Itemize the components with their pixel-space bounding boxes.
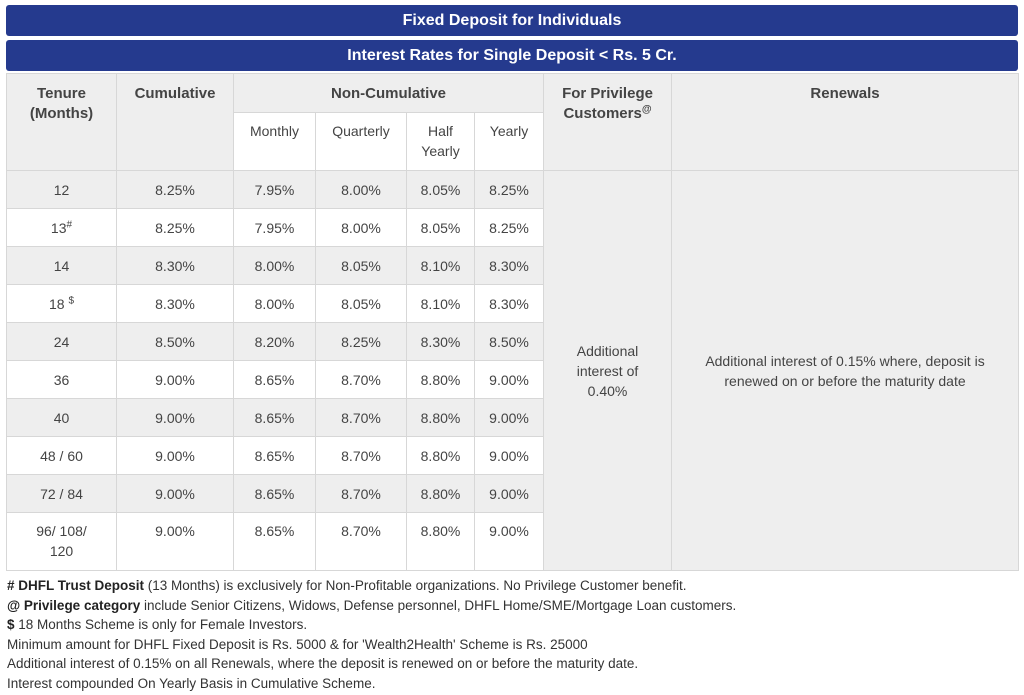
half-yearly-cell: 8.30%: [406, 322, 475, 361]
header-non-cumulative: Non-Cumulative: [232, 73, 545, 113]
footnote-minimum-amount: Minimum amount for DHFL Fixed Deposit is…: [7, 636, 588, 652]
page-title: Fixed Deposit for Individuals: [402, 11, 622, 29]
privilege-marker: @: [641, 104, 652, 115]
table-row: 72 / 84 9.00% 8.65% 8.70% 8.80% 9.00%: [6, 474, 1019, 513]
yearly-cell: 8.30%: [473, 246, 545, 285]
table-row: 24 8.50% 8.20% 8.25% 8.30% 8.50%: [6, 322, 1019, 361]
yearly-cell: 8.25%: [473, 208, 545, 247]
half-yearly-cell: 8.10%: [406, 246, 475, 285]
tenure-cell: 13#: [6, 208, 117, 247]
monthly-cell: 8.65%: [233, 436, 316, 475]
yearly-cell: 8.25%: [473, 170, 545, 209]
header-monthly: Monthly: [233, 112, 316, 171]
yearly-cell: 9.00%: [473, 360, 545, 399]
quarterly-cell: 8.70%: [315, 398, 407, 437]
cumulative-cell: 9.00%: [116, 512, 234, 571]
half-yearly-cell: 8.80%: [406, 474, 475, 513]
yearly-cell: 9.00%: [473, 512, 545, 571]
cumulative-cell: 9.00%: [116, 360, 234, 399]
monthly-cell: 8.00%: [233, 284, 316, 323]
monthly-cell: 8.00%: [233, 246, 316, 285]
tenure-cell: 14: [6, 246, 117, 285]
rates-body: 12 8.25% 7.95% 8.00% 8.05% 8.25% Additio…: [6, 170, 1020, 571]
half-yearly-cell: 8.80%: [406, 512, 475, 571]
footnote-privilege: @ Privilege category include Senior Citi…: [7, 597, 737, 613]
half-yearly-cell: 8.05%: [406, 208, 475, 247]
tenure-cell: 96/ 108/ 120: [6, 512, 117, 571]
page-subtitle: Interest Rates for Single Deposit < Rs. …: [347, 46, 677, 64]
monthly-cell: 8.20%: [233, 322, 316, 361]
yearly-cell: 9.00%: [473, 398, 545, 437]
quarterly-cell: 8.05%: [315, 284, 407, 323]
header-yearly: Yearly: [473, 112, 545, 171]
cumulative-cell: 8.30%: [116, 246, 234, 285]
tenure-cell: 18 $: [6, 284, 117, 323]
table-row: 96/ 108/ 120 9.00% 8.65% 8.70% 8.80% 9.0…: [6, 512, 1019, 571]
footnotes: # DHFL Trust Deposit (13 Months) is excl…: [7, 576, 1017, 694]
monthly-cell: 8.65%: [233, 360, 316, 399]
footnote-female-scheme: $ 18 Months Scheme is only for Female In…: [7, 617, 308, 633]
privilege-cell: Additional interest of 0.40%: [543, 170, 673, 571]
monthly-cell: 8.65%: [233, 474, 316, 513]
cumulative-cell: 8.25%: [116, 170, 234, 209]
quarterly-cell: 8.00%: [315, 208, 407, 247]
quarterly-cell: 8.05%: [315, 246, 407, 285]
subtitle-banner: Interest Rates for Single Deposit < Rs. …: [6, 40, 1018, 71]
tenure-cell: 12: [6, 170, 117, 209]
cumulative-cell: 8.25%: [116, 208, 234, 247]
header-renewals: Renewals: [671, 73, 1020, 171]
header-tenure: Tenure (Months): [6, 73, 117, 171]
table-row: 12 8.25% 7.95% 8.00% 8.05% 8.25% Additio…: [6, 170, 1020, 571]
quarterly-cell: 8.70%: [315, 360, 407, 399]
quarterly-cell: 8.00%: [315, 170, 407, 209]
header-cumulative: Cumulative: [116, 73, 234, 171]
monthly-cell: 7.95%: [233, 208, 316, 247]
footnote-compounding: Interest compounded On Yearly Basis in C…: [7, 675, 376, 691]
cumulative-cell: 8.30%: [116, 284, 234, 323]
tenure-cell: 72 / 84: [6, 474, 117, 513]
quarterly-cell: 8.70%: [315, 436, 407, 475]
half-yearly-cell: 8.80%: [406, 360, 475, 399]
yearly-cell: 9.00%: [473, 474, 545, 513]
tenure-cell: 36: [6, 360, 117, 399]
page-title-banner: Fixed Deposit for Individuals: [6, 5, 1018, 36]
yearly-cell: 9.00%: [473, 436, 545, 475]
footnote-trust-deposit: # DHFL Trust Deposit (13 Months) is excl…: [7, 578, 687, 593]
tenure-cell: 40: [6, 398, 117, 437]
interest-rates-table: Tenure (Months) Cumulative Non-Cumulativ…: [6, 73, 1020, 571]
table-row: 13# 8.25% 7.95% 8.00% 8.05% 8.25%: [6, 208, 1019, 247]
cumulative-cell: 9.00%: [116, 474, 234, 513]
tenure-cell: 24: [6, 322, 117, 361]
half-yearly-cell: 8.80%: [406, 436, 475, 475]
cumulative-cell: 8.50%: [116, 322, 234, 361]
half-yearly-cell: 8.80%: [406, 398, 475, 437]
footnote-renewals: Additional interest of 0.15% on all Rene…: [7, 656, 639, 672]
header-privilege: For Privilege Customers@: [543, 73, 673, 171]
cumulative-cell: 9.00%: [116, 398, 234, 437]
half-yearly-cell: 8.05%: [406, 170, 475, 209]
cumulative-cell: 9.00%: [116, 436, 234, 475]
quarterly-cell: 8.70%: [315, 474, 407, 513]
monthly-cell: 8.65%: [233, 512, 316, 571]
half-yearly-cell: 8.10%: [406, 284, 475, 323]
yearly-cell: 8.50%: [473, 322, 545, 361]
monthly-cell: 7.95%: [233, 170, 316, 209]
tenure-cell: 48 / 60: [6, 436, 117, 475]
quarterly-cell: 8.70%: [315, 512, 407, 571]
quarterly-cell: 8.25%: [315, 322, 407, 361]
monthly-cell: 8.65%: [233, 398, 316, 437]
header-quarterly: Quarterly: [315, 112, 407, 171]
renewals-cell: Additional interest of 0.15% where, depo…: [671, 170, 1020, 571]
header-half-yearly: Half Yearly: [406, 112, 475, 171]
yearly-cell: 8.30%: [473, 284, 545, 323]
